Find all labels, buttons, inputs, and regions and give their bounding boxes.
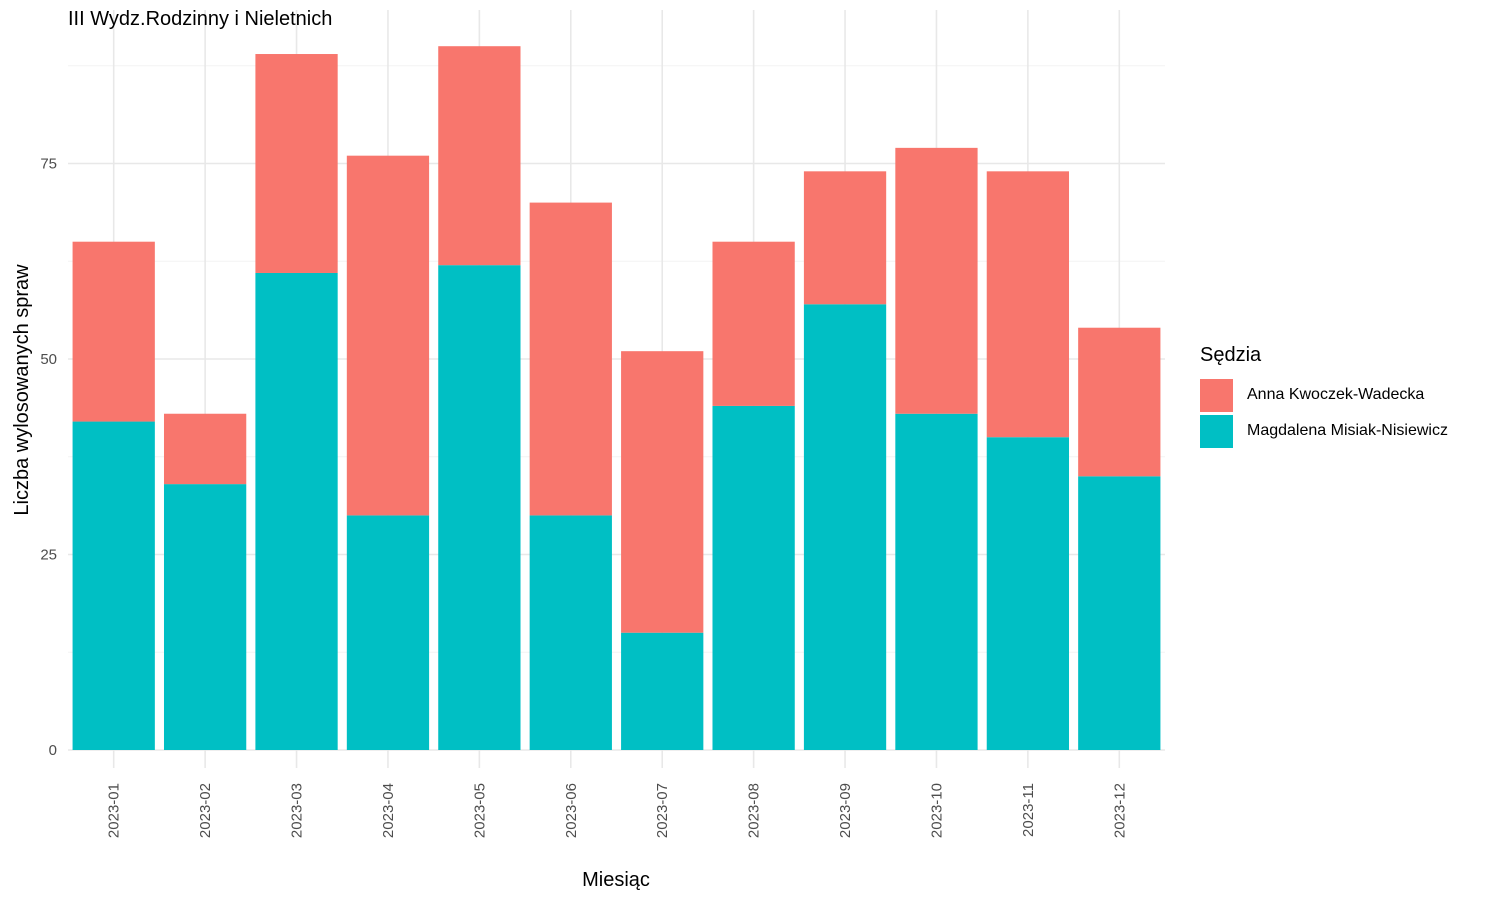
- y-tick-label: 50: [40, 351, 57, 368]
- bar-magdalena-2023-09: [803, 304, 887, 750]
- y-tick-label: 25: [40, 547, 57, 564]
- x-tick-label: 2023-03: [289, 783, 306, 838]
- y-tick-label: 0: [49, 742, 57, 759]
- bar-magdalena-2023-10: [895, 413, 978, 750]
- legend: Sędzia Anna Kwoczek-Wadecka Magdalena Mi…: [1200, 344, 1448, 449]
- bar-anna-2023-04: [346, 155, 430, 516]
- legend-label-magdalena: Magdalena Misiak-Nisiewicz: [1247, 422, 1448, 439]
- bar-anna-2023-08: [712, 241, 795, 406]
- x-tick-label: 2023-04: [380, 783, 397, 838]
- bar-anna-2023-10: [895, 147, 978, 414]
- bar-magdalena-2023-11: [986, 437, 1070, 750]
- bar-anna-2023-02: [163, 413, 247, 485]
- x-tick-label: 2023-11: [1020, 783, 1037, 837]
- bar-magdalena-2023-04: [346, 515, 430, 750]
- x-tick-label: 2023-02: [197, 783, 214, 838]
- chart-title: III Wydz.Rodzinny i Nieletnich: [68, 8, 333, 30]
- x-tick-label: 2023-01: [106, 783, 123, 838]
- bar-magdalena-2023-07: [621, 632, 704, 750]
- legend-key-magdalena: [1200, 414, 1233, 448]
- x-tick-label: 2023-09: [837, 783, 854, 838]
- x-tick-label: 2023-12: [1111, 783, 1128, 838]
- bar-magdalena-2023-05: [438, 265, 521, 750]
- bar-anna-2023-01: [72, 241, 155, 422]
- bar-magdalena-2023-02: [163, 484, 247, 750]
- bar-anna-2023-09: [803, 171, 887, 305]
- bar-magdalena-2023-03: [255, 272, 338, 750]
- bar-magdalena-2023-01: [72, 421, 155, 750]
- x-tick-label: 2023-06: [563, 783, 580, 838]
- x-tick-label: 2023-07: [654, 783, 671, 838]
- bar-anna-2023-05: [438, 46, 521, 266]
- bar-anna-2023-06: [529, 202, 612, 516]
- y-tick-label: 75: [40, 156, 57, 173]
- x-tick-label: 2023-08: [746, 783, 763, 838]
- x-tick-label: 2023-10: [928, 783, 945, 838]
- x-axis-title: Miesiąc: [582, 869, 650, 891]
- bar-magdalena-2023-06: [529, 515, 612, 750]
- legend-label-anna: Anna Kwoczek-Wadecka: [1247, 386, 1425, 403]
- bar-magdalena-2023-08: [712, 405, 795, 750]
- bar-anna-2023-03: [255, 54, 338, 273]
- bar-anna-2023-07: [621, 351, 704, 633]
- bar-anna-2023-12: [1078, 327, 1161, 477]
- legend-item-anna: Anna Kwoczek-Wadecka: [1200, 377, 1448, 413]
- x-tick-label: 2023-05: [471, 783, 488, 838]
- bar-magdalena-2023-12: [1078, 476, 1161, 750]
- legend-item-magdalena: Magdalena Misiak-Nisiewicz: [1200, 413, 1448, 449]
- legend-key-anna: [1200, 378, 1233, 412]
- legend-title: Sędzia: [1200, 344, 1262, 366]
- bar-anna-2023-11: [986, 171, 1070, 438]
- y-axis-title: Liczba wylosowanych spraw: [11, 264, 33, 516]
